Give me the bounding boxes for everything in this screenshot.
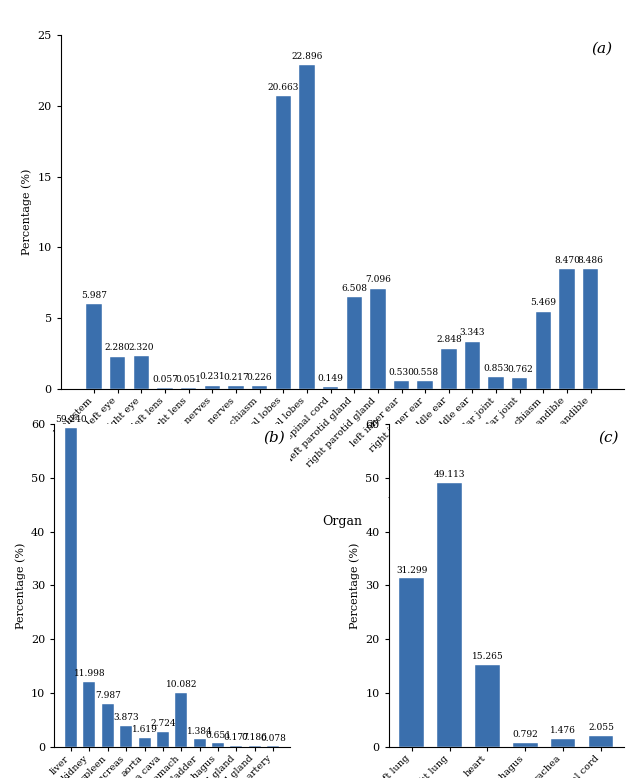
Bar — [488, 377, 504, 389]
Text: 0.217: 0.217 — [223, 373, 249, 382]
Text: 22.896: 22.896 — [291, 51, 323, 61]
Bar — [205, 386, 220, 389]
Text: 10.082: 10.082 — [166, 680, 197, 689]
Text: 0.226: 0.226 — [247, 373, 273, 381]
Text: 2.848: 2.848 — [436, 335, 461, 345]
Text: 7.987: 7.987 — [95, 691, 121, 700]
Bar — [212, 743, 224, 747]
Text: 3.343: 3.343 — [460, 328, 485, 338]
Text: 0.057: 0.057 — [152, 375, 178, 384]
Bar — [346, 297, 362, 389]
Text: (c): (c) — [599, 430, 620, 444]
X-axis label: Organ: Organ — [323, 515, 362, 528]
Bar — [512, 378, 527, 389]
Bar — [536, 311, 551, 389]
Bar — [194, 739, 205, 747]
Text: 20.663: 20.663 — [268, 83, 299, 92]
Bar — [589, 736, 613, 747]
Bar — [513, 743, 538, 747]
Text: 5.469: 5.469 — [531, 298, 556, 307]
Bar — [86, 304, 102, 389]
Bar — [228, 386, 244, 389]
Text: 0.651: 0.651 — [205, 731, 231, 740]
Bar — [559, 269, 575, 389]
Bar — [110, 357, 125, 389]
Bar — [102, 704, 114, 747]
Bar — [465, 342, 480, 389]
Bar — [417, 381, 433, 389]
Bar — [437, 482, 462, 747]
Text: 0.051: 0.051 — [176, 375, 202, 384]
Text: 0.078: 0.078 — [260, 734, 286, 742]
Bar — [157, 732, 169, 747]
Text: 0.792: 0.792 — [513, 730, 538, 739]
Bar — [441, 349, 456, 389]
Text: 0.231: 0.231 — [200, 373, 225, 381]
Text: 11.998: 11.998 — [74, 669, 105, 678]
Text: (b): (b) — [263, 430, 285, 444]
Y-axis label: Percentage (%): Percentage (%) — [349, 542, 360, 629]
Bar — [175, 692, 188, 747]
Text: 0.853: 0.853 — [483, 363, 509, 373]
Text: 0.530: 0.530 — [388, 368, 415, 377]
Bar — [370, 289, 385, 389]
Bar — [157, 388, 173, 389]
Text: 2.055: 2.055 — [588, 723, 614, 732]
Text: 15.265: 15.265 — [472, 652, 503, 661]
Text: 8.486: 8.486 — [578, 256, 604, 265]
Text: 1.384: 1.384 — [187, 727, 212, 735]
Text: 49.113: 49.113 — [434, 470, 465, 478]
Text: 6.508: 6.508 — [341, 284, 367, 293]
Bar — [276, 96, 291, 389]
Bar — [323, 387, 339, 389]
Bar — [120, 726, 132, 747]
Text: 0.177: 0.177 — [223, 733, 250, 742]
Y-axis label: Percentage (%): Percentage (%) — [15, 542, 26, 629]
Text: 0.558: 0.558 — [412, 368, 438, 377]
Y-axis label: Percentage (%): Percentage (%) — [21, 169, 32, 255]
Text: 0.186: 0.186 — [242, 733, 268, 742]
Bar — [394, 381, 409, 389]
Text: 8.470: 8.470 — [554, 256, 580, 265]
Text: 2.320: 2.320 — [129, 343, 154, 352]
Text: 1.476: 1.476 — [550, 726, 576, 735]
Bar — [230, 746, 243, 747]
Text: 5.987: 5.987 — [81, 291, 107, 300]
Bar — [139, 738, 150, 747]
Bar — [252, 386, 268, 389]
Text: 3.873: 3.873 — [113, 713, 139, 722]
Bar — [65, 428, 77, 747]
Text: 2.724: 2.724 — [150, 720, 176, 728]
Bar — [475, 664, 500, 747]
Bar — [300, 65, 315, 389]
Text: 0.149: 0.149 — [317, 373, 344, 383]
Bar — [249, 746, 260, 747]
Text: (a): (a) — [591, 42, 612, 56]
Bar — [83, 682, 95, 747]
Bar — [551, 739, 575, 747]
Text: 59.240: 59.240 — [55, 415, 87, 424]
Text: 7.096: 7.096 — [365, 275, 391, 284]
Text: 0.762: 0.762 — [507, 365, 532, 374]
Bar — [399, 579, 424, 747]
Bar — [134, 356, 149, 389]
Text: 2.280: 2.280 — [105, 343, 131, 352]
Text: 1.619: 1.619 — [132, 725, 157, 734]
Text: 31.299: 31.299 — [396, 566, 428, 575]
Bar — [583, 269, 598, 389]
